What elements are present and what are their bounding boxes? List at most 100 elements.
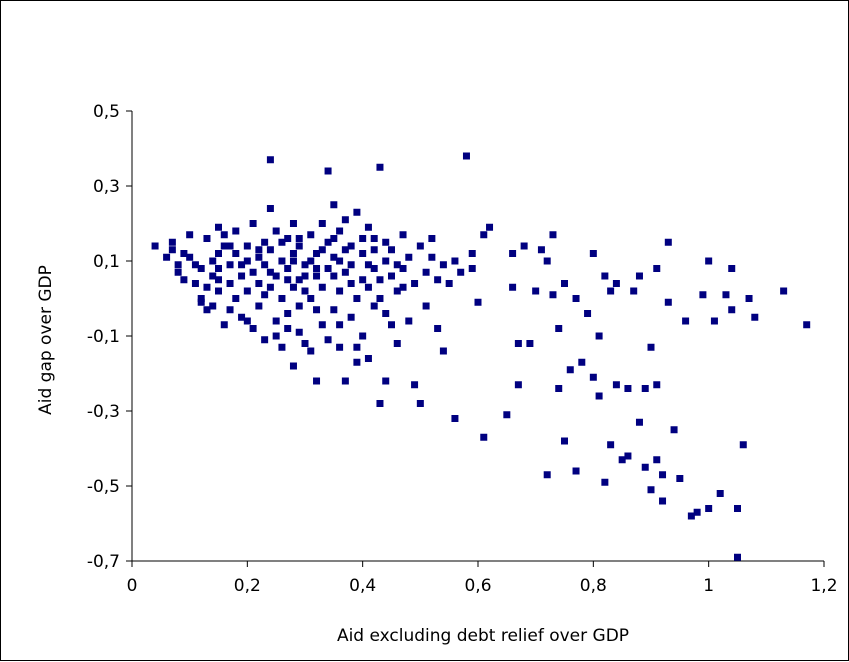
data-point bbox=[347, 242, 355, 250]
data-point bbox=[468, 265, 476, 272]
data-point bbox=[359, 332, 367, 340]
data-point bbox=[226, 261, 234, 269]
data-point bbox=[745, 295, 753, 302]
data-point bbox=[722, 291, 730, 299]
data-point bbox=[739, 441, 747, 449]
data-point bbox=[168, 246, 176, 254]
data-point bbox=[543, 471, 551, 479]
data-point bbox=[226, 306, 234, 314]
data-point bbox=[411, 381, 419, 389]
data-point bbox=[180, 250, 188, 257]
x-tick-label: 0 bbox=[127, 576, 138, 596]
data-point bbox=[163, 253, 171, 261]
data-point bbox=[272, 332, 280, 340]
data-point bbox=[266, 268, 274, 276]
data-point bbox=[566, 366, 574, 374]
y-tick-label: 0,3 bbox=[93, 177, 120, 197]
data-point bbox=[543, 257, 551, 265]
data-point bbox=[468, 250, 476, 257]
data-point bbox=[197, 295, 205, 302]
data-point bbox=[313, 377, 321, 385]
data-point bbox=[186, 231, 194, 239]
data-point bbox=[462, 152, 470, 160]
data-point bbox=[370, 235, 378, 242]
y-axis: 0,5 0,3 0,1 -0,1 -0,3 -0,5 -0,7 bbox=[87, 102, 133, 572]
data-point bbox=[215, 250, 222, 257]
data-point bbox=[284, 235, 292, 242]
data-point bbox=[549, 231, 557, 239]
data-point bbox=[289, 250, 297, 257]
data-point bbox=[174, 268, 182, 276]
data-point bbox=[382, 377, 390, 385]
data-point bbox=[537, 246, 545, 254]
data-point bbox=[589, 250, 597, 257]
data-point bbox=[370, 265, 378, 272]
data-point bbox=[215, 276, 222, 284]
data-point bbox=[589, 373, 597, 381]
data-point bbox=[405, 317, 413, 325]
data-point bbox=[289, 220, 297, 227]
data-point bbox=[422, 268, 430, 276]
data-point bbox=[572, 467, 580, 475]
data-point bbox=[295, 302, 303, 310]
data-point bbox=[238, 272, 246, 280]
data-point bbox=[624, 385, 632, 392]
data-point bbox=[705, 257, 713, 265]
data-point bbox=[278, 238, 286, 246]
data-point bbox=[422, 302, 430, 310]
data-point bbox=[584, 310, 592, 317]
data-point bbox=[399, 231, 407, 239]
data-point bbox=[318, 283, 326, 291]
data-point bbox=[278, 343, 286, 351]
x-tick-label: 0,2 bbox=[234, 576, 261, 596]
data-point bbox=[301, 340, 309, 347]
data-point bbox=[238, 313, 246, 321]
data-point bbox=[532, 287, 540, 295]
data-point bbox=[215, 223, 222, 231]
data-point bbox=[659, 497, 667, 505]
data-point bbox=[451, 415, 459, 422]
y-axis-title: Aid gap over GDP bbox=[36, 265, 56, 415]
data-point bbox=[174, 261, 182, 269]
data-point bbox=[370, 302, 378, 310]
data-point bbox=[364, 223, 372, 231]
data-point bbox=[647, 343, 655, 351]
data-point bbox=[699, 291, 707, 299]
y-tick-label: 0,5 bbox=[93, 102, 120, 122]
data-point bbox=[561, 437, 568, 445]
data-point bbox=[353, 295, 361, 302]
data-point bbox=[336, 343, 344, 351]
data-point bbox=[664, 238, 672, 246]
y-tick-label: 0,1 bbox=[93, 252, 120, 272]
data-point bbox=[376, 295, 384, 302]
x-axis: 0 0,2 0,4 0,6 0,8 1 1,2 bbox=[127, 560, 838, 596]
data-point bbox=[289, 283, 297, 291]
data-point bbox=[399, 283, 407, 291]
data-point bbox=[232, 295, 240, 302]
data-point bbox=[601, 272, 609, 280]
data-point bbox=[359, 235, 367, 242]
data-point bbox=[428, 253, 436, 261]
x-tick-label: 0,4 bbox=[349, 576, 376, 596]
data-point bbox=[191, 261, 199, 269]
data-point bbox=[307, 257, 315, 265]
data-point bbox=[728, 265, 736, 272]
data-point bbox=[313, 265, 321, 272]
data-point bbox=[612, 280, 620, 287]
data-point bbox=[382, 310, 390, 317]
data-point bbox=[607, 287, 615, 295]
data-point bbox=[272, 317, 280, 325]
data-point bbox=[336, 321, 344, 329]
data-point bbox=[209, 272, 217, 280]
data-point bbox=[336, 257, 344, 265]
data-point bbox=[284, 310, 292, 317]
data-point bbox=[295, 276, 303, 284]
data-point bbox=[266, 246, 274, 254]
data-point bbox=[509, 250, 517, 257]
data-point bbox=[630, 287, 638, 295]
data-point bbox=[364, 355, 372, 362]
data-point bbox=[261, 238, 269, 246]
data-point bbox=[307, 295, 315, 302]
data-point bbox=[249, 268, 257, 276]
data-point bbox=[382, 238, 390, 246]
